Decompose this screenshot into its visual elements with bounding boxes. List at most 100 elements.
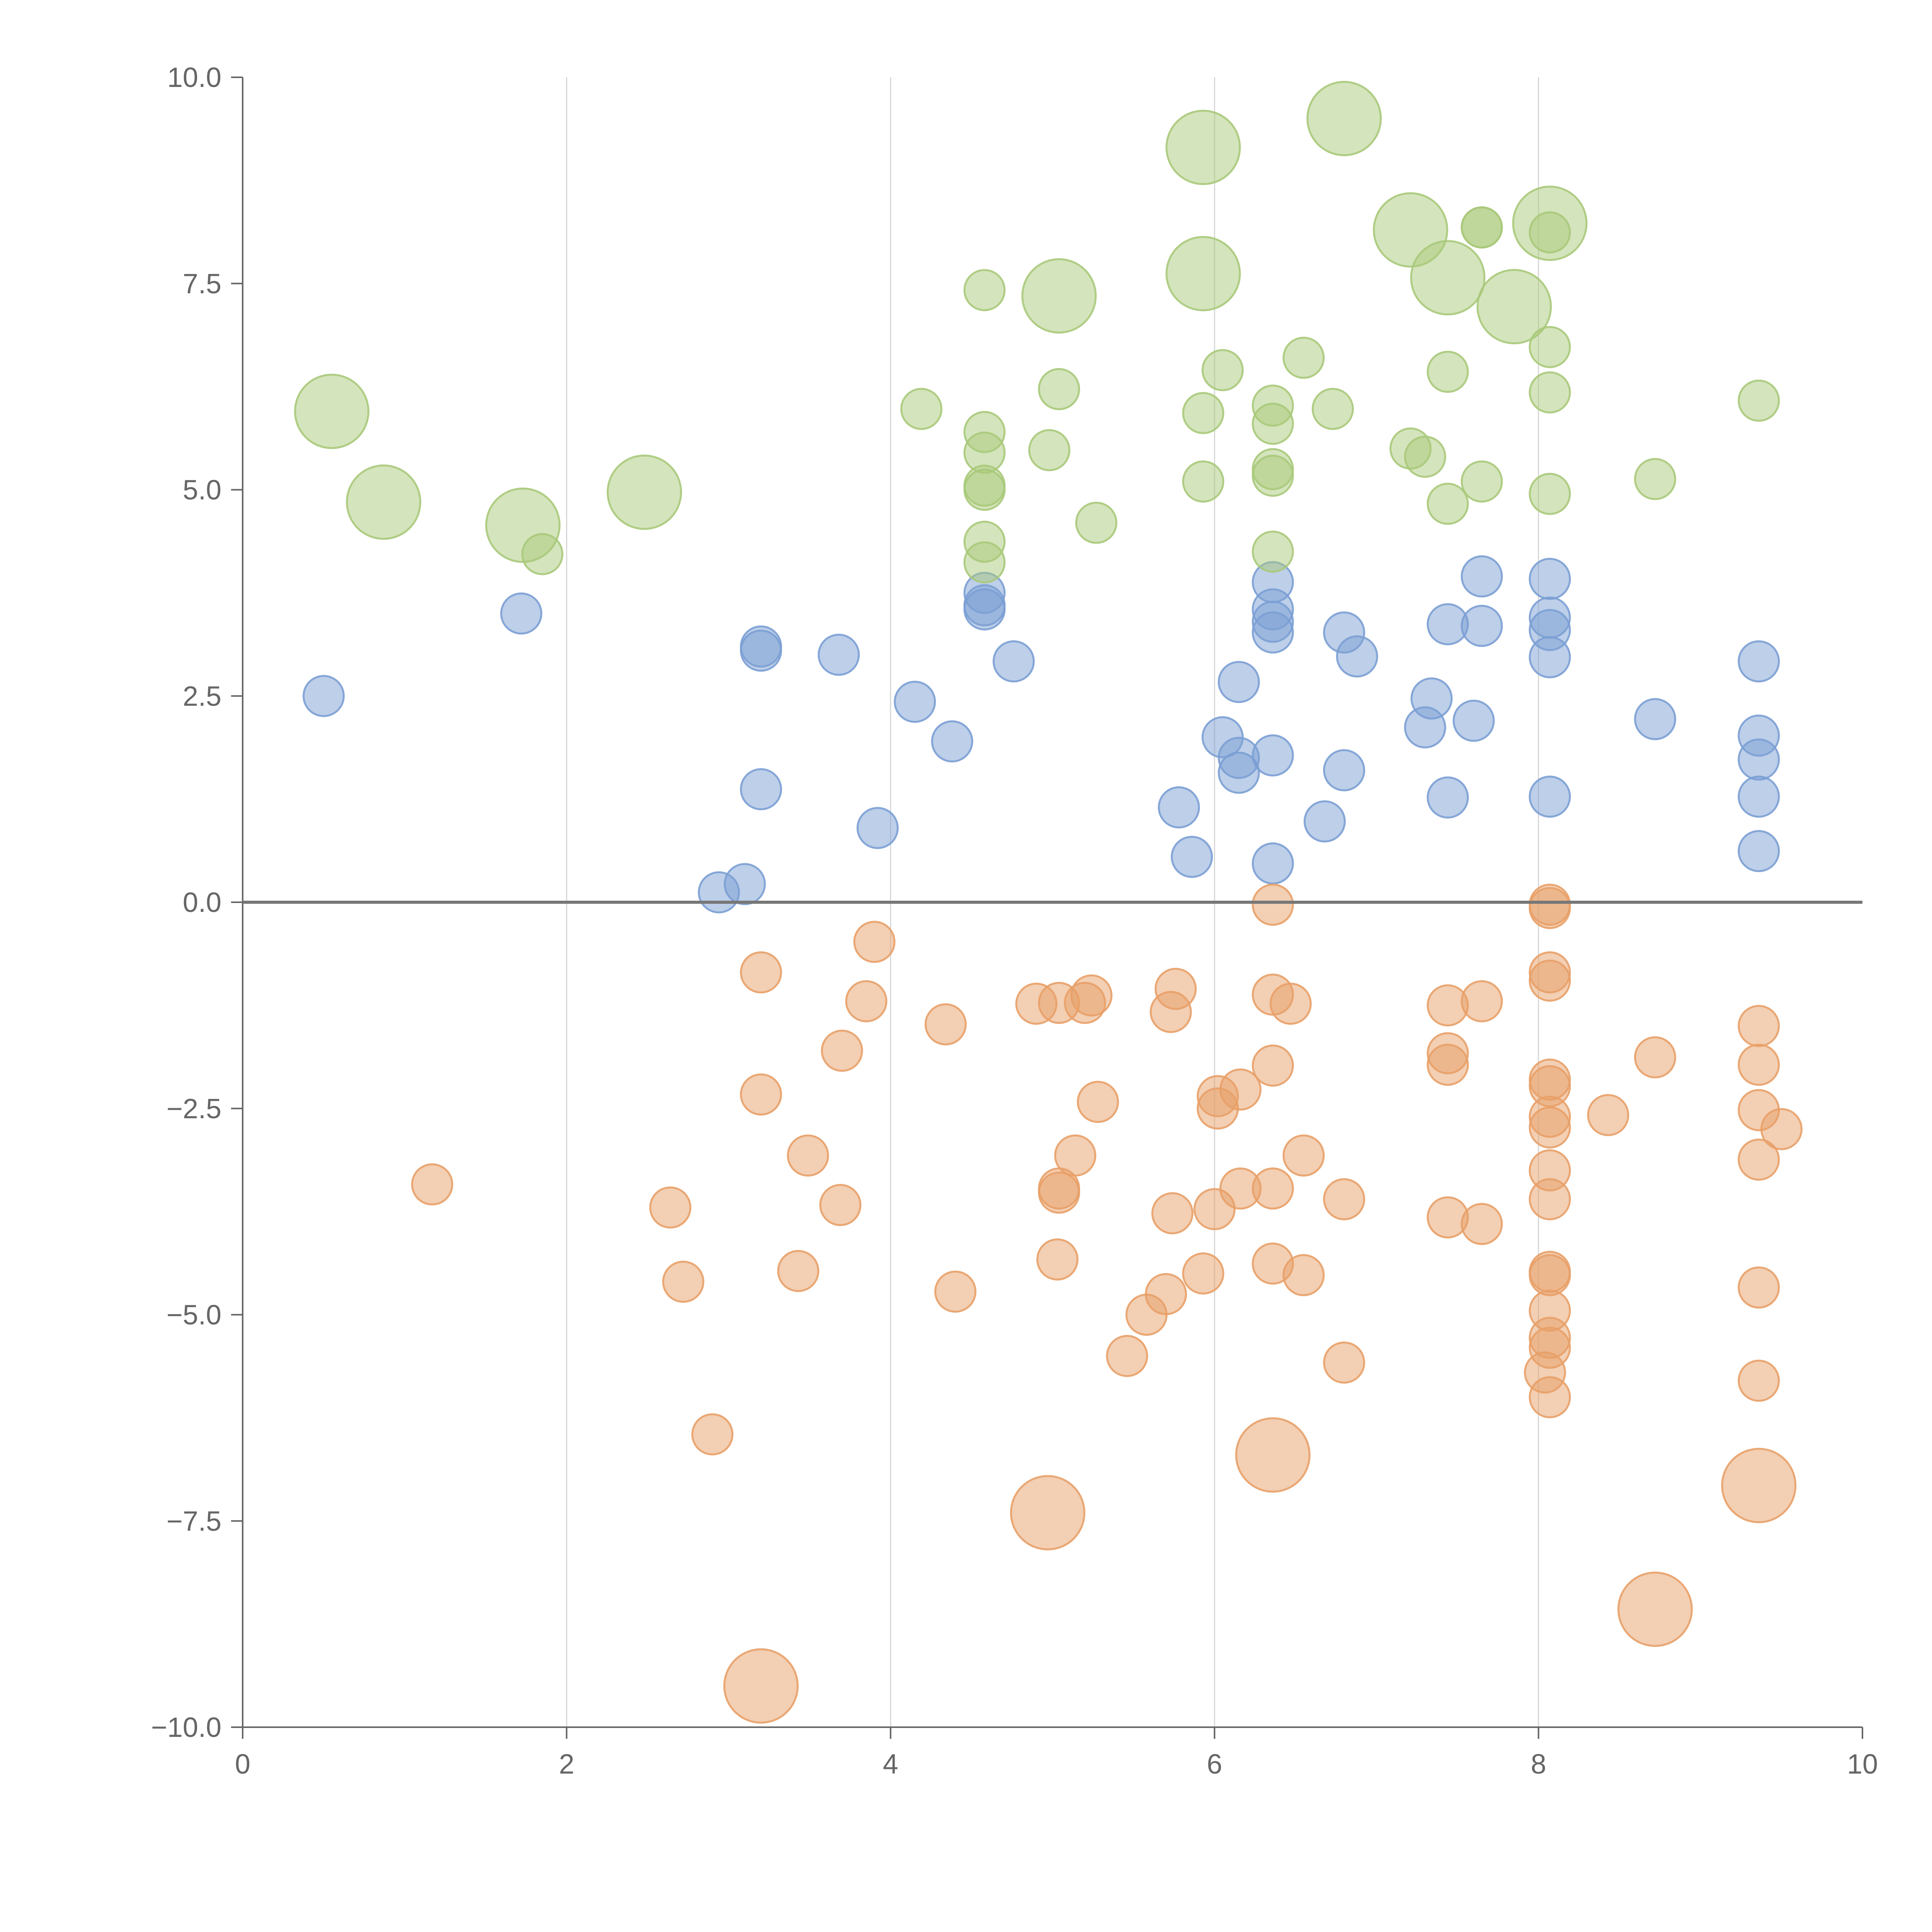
data-point-orange <box>662 1260 704 1303</box>
data-point-blue <box>1461 555 1503 598</box>
data-point-blue <box>1171 836 1213 878</box>
y-tick-label: −5.0 <box>167 1300 221 1331</box>
data-point-green <box>1028 429 1071 471</box>
y-tick-label: −10.0 <box>151 1712 221 1743</box>
data-point-green <box>900 388 942 430</box>
data-point-green <box>1252 454 1294 497</box>
data-point-blue <box>740 629 782 672</box>
data-point-orange <box>1427 1044 1469 1086</box>
data-point-orange <box>1252 1044 1294 1087</box>
data-point-orange <box>1155 968 1197 1010</box>
data-point-orange <box>1252 883 1294 926</box>
data-point-orange <box>723 1648 799 1724</box>
data-point-blue <box>1529 558 1571 600</box>
data-point-green <box>1306 81 1382 156</box>
data-point-green <box>1311 388 1354 430</box>
data-point-orange <box>1323 1178 1366 1221</box>
data-point-orange <box>1038 1172 1080 1214</box>
data-point-green <box>346 464 422 540</box>
data-point-orange <box>1182 1252 1225 1295</box>
data-point-green <box>1738 379 1780 422</box>
data-point-green <box>1165 109 1241 185</box>
data-point-orange <box>1529 887 1571 929</box>
data-point-orange <box>1282 1134 1325 1177</box>
data-point-green <box>1461 460 1503 503</box>
data-point-green <box>1476 269 1552 345</box>
data-point-orange <box>1738 1359 1780 1402</box>
y-tick-label: 10.0 <box>167 62 221 93</box>
data-point-blue <box>818 634 860 676</box>
data-point-blue <box>856 807 899 849</box>
data-point-green <box>1529 371 1571 414</box>
data-point-green <box>1427 350 1469 393</box>
data-point-green <box>1165 236 1241 311</box>
y-tick-label: 5.0 <box>183 475 221 506</box>
data-point-blue <box>963 588 1006 631</box>
data-point-green <box>294 374 370 449</box>
data-point-orange <box>924 1003 967 1046</box>
data-point-green <box>963 269 1006 311</box>
data-point-orange <box>649 1186 692 1229</box>
data-point-orange <box>1738 1138 1780 1181</box>
data-point-blue <box>1218 661 1260 703</box>
data-point-blue <box>1252 734 1294 777</box>
x-tick-label: 6 <box>1207 1749 1222 1780</box>
data-point-green <box>607 454 682 530</box>
data-point-orange <box>1760 1108 1803 1150</box>
data-point-orange <box>1054 1134 1097 1177</box>
data-point-green <box>1404 435 1446 478</box>
data-point-blue <box>1410 677 1453 720</box>
data-point-blue <box>992 640 1035 683</box>
data-point-orange <box>819 1184 862 1226</box>
data-point-orange <box>1721 1447 1797 1523</box>
data-point-orange <box>1461 980 1503 1022</box>
data-point-green <box>1410 240 1486 316</box>
data-point-green <box>1182 460 1225 503</box>
data-point-green <box>1038 368 1080 410</box>
data-point-blue <box>1252 842 1294 885</box>
y-tick-label: 0.0 <box>183 887 221 918</box>
data-point-blue <box>724 863 766 905</box>
data-point-green <box>1182 392 1225 434</box>
data-point-blue <box>1303 800 1346 843</box>
data-point-orange <box>821 1029 863 1072</box>
data-point-blue <box>1218 752 1260 794</box>
data-point-orange <box>934 1270 976 1313</box>
x-tick-label: 4 <box>883 1749 898 1780</box>
data-point-green <box>1529 326 1571 368</box>
data-point-blue <box>1738 776 1780 818</box>
data-point-blue <box>931 720 973 763</box>
data-point-orange <box>845 980 888 1022</box>
data-point-green <box>1201 349 1244 391</box>
x-tick-label: 2 <box>559 1749 574 1780</box>
x-tick-label: 0 <box>235 1749 250 1780</box>
data-point-blue <box>1252 611 1294 654</box>
data-point-green <box>1461 206 1503 249</box>
data-point-orange <box>787 1134 829 1177</box>
data-point-blue <box>1452 699 1495 742</box>
data-point-orange <box>1529 959 1571 1002</box>
data-point-orange <box>411 1163 453 1206</box>
data-point-orange <box>1634 1036 1676 1078</box>
data-point-blue <box>1529 776 1571 818</box>
data-point-green <box>1252 531 1294 573</box>
data-point-green <box>1529 473 1571 515</box>
data-point-blue <box>1634 698 1676 740</box>
data-point-blue <box>1427 776 1469 819</box>
data-point-orange <box>1529 1106 1571 1149</box>
data-point-orange <box>1524 1351 1566 1394</box>
data-point-green <box>1427 483 1469 525</box>
data-point-orange <box>1252 1167 1294 1210</box>
data-point-orange <box>1070 974 1113 1017</box>
data-point-blue <box>1158 786 1200 828</box>
data-point-green <box>1252 403 1294 445</box>
data-point-orange <box>691 1413 734 1456</box>
data-point-orange <box>853 920 896 963</box>
data-point-green <box>963 469 1006 511</box>
x-tick-label: 10 <box>1847 1749 1878 1780</box>
data-point-orange <box>1738 1266 1780 1309</box>
data-point-orange <box>1269 983 1312 1025</box>
data-point-green <box>1634 458 1676 500</box>
data-point-orange <box>1461 1203 1503 1245</box>
